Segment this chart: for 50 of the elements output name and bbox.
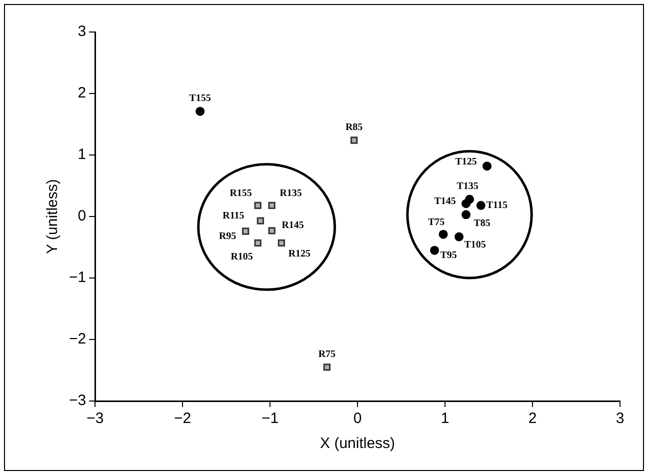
y-tick-label: 3 bbox=[78, 23, 86, 40]
annotation: T155 bbox=[189, 92, 211, 104]
y-tick-label: 2 bbox=[78, 84, 86, 102]
y-tick-label: −1 bbox=[68, 269, 86, 286]
annotation: T95 bbox=[440, 250, 457, 261]
point bbox=[268, 227, 276, 234]
annotation: T145 bbox=[434, 196, 456, 208]
x-tick-label: 1 bbox=[440, 410, 450, 428]
annotation: T115 bbox=[486, 200, 508, 212]
point bbox=[242, 228, 250, 235]
annotation: R75 bbox=[318, 348, 336, 360]
y-tick-label: −2 bbox=[68, 330, 86, 348]
x-tick-label: 0 bbox=[353, 410, 362, 428]
point bbox=[323, 364, 331, 371]
point bbox=[476, 200, 486, 210]
point bbox=[462, 210, 471, 220]
annotation: R85 bbox=[345, 122, 363, 133]
x-tick-label: −1 bbox=[262, 410, 279, 428]
annotation: R135 bbox=[280, 188, 302, 200]
x-tick-label: −2 bbox=[174, 410, 192, 428]
point bbox=[350, 136, 358, 144]
y-axis-title: Y (unitless) bbox=[44, 179, 62, 254]
point bbox=[256, 217, 264, 224]
point bbox=[430, 246, 440, 255]
annotation: R105 bbox=[230, 252, 253, 263]
y-tick-label: −3 bbox=[68, 392, 86, 410]
y-tick-label: 1 bbox=[78, 146, 86, 164]
annotation: T125 bbox=[455, 156, 477, 168]
point bbox=[462, 199, 471, 208]
point bbox=[196, 106, 205, 116]
point bbox=[254, 202, 262, 210]
x-tick-label: 3 bbox=[616, 410, 624, 428]
annotation: R95 bbox=[218, 230, 236, 242]
annotation: R145 bbox=[282, 220, 304, 232]
annotation: T75 bbox=[428, 216, 445, 228]
point bbox=[278, 239, 286, 247]
point bbox=[268, 202, 276, 210]
annotation: T85 bbox=[474, 218, 490, 230]
annotation: R155 bbox=[230, 188, 252, 200]
x-axis-title: X (unitless) bbox=[320, 435, 396, 452]
point bbox=[254, 239, 262, 247]
annotation: R125 bbox=[288, 248, 311, 260]
annotation: T135 bbox=[456, 180, 478, 192]
annotation: T105 bbox=[464, 239, 486, 250]
y-tick-label: 0 bbox=[78, 208, 86, 225]
point bbox=[482, 162, 492, 171]
annotation: R115 bbox=[222, 210, 244, 222]
point bbox=[454, 232, 464, 242]
point bbox=[438, 230, 448, 239]
x-tick-label: 2 bbox=[528, 410, 537, 428]
